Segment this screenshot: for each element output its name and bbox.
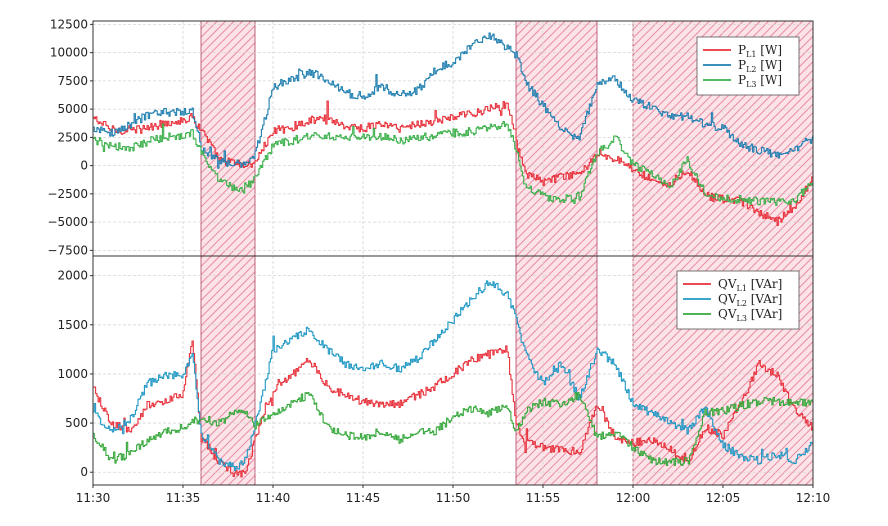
legend-box: [696, 36, 800, 96]
x-tick-label: 11:30: [76, 491, 111, 505]
y-tick-label: 10000: [50, 46, 88, 60]
y-tick-label: 7500: [57, 74, 88, 88]
x-tick-label: 12:10: [796, 491, 831, 505]
series-line-qv-l3: [93, 391, 814, 467]
series-line-qv-l2: [93, 280, 814, 471]
shaded-interval-0: [200, 20, 256, 257]
legend-entry: PL1 [W]: [738, 43, 782, 59]
x-tick-label: 12:00: [616, 491, 651, 505]
series-line-qv-l1: [93, 340, 814, 478]
series-line-p-l1: [93, 100, 814, 227]
legend: QVL1 [VAr]QVL2 [VAr]QVL3 [VAr]: [676, 270, 800, 330]
x-tick-label: 11:50: [436, 491, 471, 505]
x-tick-label: 11:40: [256, 491, 291, 505]
x-tick-label: 11:45: [346, 491, 381, 505]
x-tick-label: 11:35: [166, 491, 201, 505]
y-tick-label: 2500: [57, 130, 88, 144]
legend-entry: PL2 [W]: [738, 58, 782, 74]
y-tick-label: 0: [80, 159, 88, 173]
legend-entry: QVL3 [VAr]: [718, 307, 782, 323]
legend-entry: QVL2 [VAr]: [718, 292, 782, 308]
legend: PL1 [W]PL2 [W]PL3 [W]: [696, 36, 800, 96]
y-tick-label: −2500: [47, 187, 88, 201]
y-tick-label: 1000: [57, 367, 88, 381]
active-power-panel: −7500 −5000 −2500 0 2500 5000 7500 10000 12500 PL…: [47, 17, 814, 257]
series-line-p-l2: [93, 32, 814, 169]
y-tick-label: 1500: [57, 318, 88, 332]
legend-entry: QVL1 [VAr]: [718, 277, 782, 293]
y-tick-label: −5000: [47, 215, 88, 229]
y-tick-label: 2000: [57, 269, 88, 283]
shaded-interval-1: [515, 255, 598, 486]
y-tick-label: 0: [80, 465, 88, 479]
legend-box: [676, 270, 800, 330]
y-tick-label: −7500: [47, 243, 88, 257]
x-tick-label: 12:05: [706, 491, 741, 505]
series-line-p-l3: [93, 121, 814, 206]
y-tick-label: 12500: [50, 17, 88, 31]
x-tick-label: 11:55: [526, 491, 561, 505]
y-tick-label: 500: [65, 416, 88, 430]
y-tick-label: 5000: [57, 102, 88, 116]
legend-entry: PL3 [W]: [738, 73, 782, 89]
reactive-power-panel: 0 500 1000 1500 2000 QVL1 [VAr]QVL2 [VAr]QVL3…: [57, 255, 831, 505]
shaded-interval-1: [515, 20, 598, 257]
